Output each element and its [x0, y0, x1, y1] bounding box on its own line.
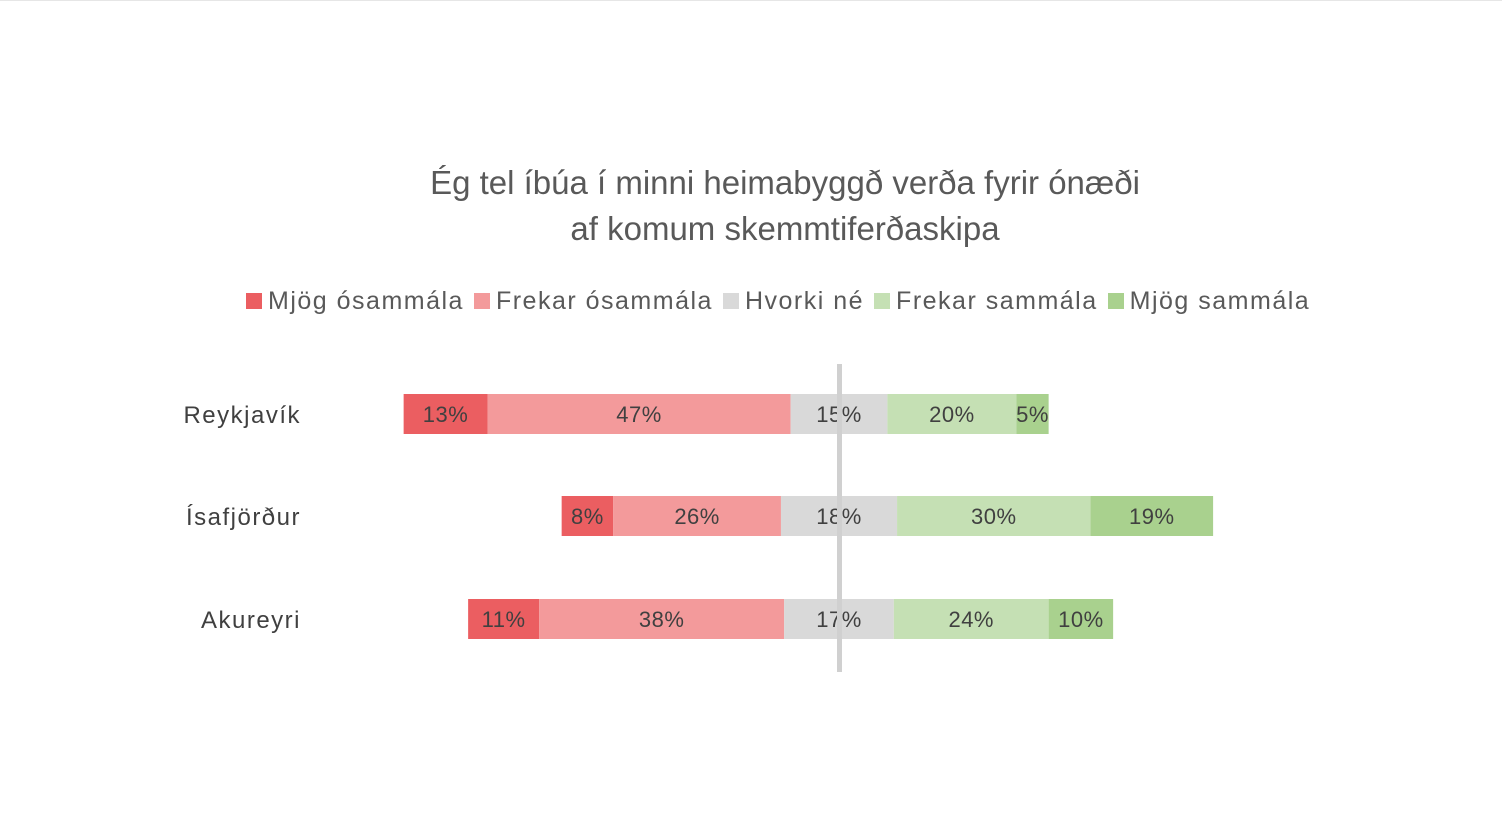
bar-akureyri-mjog-sammala — [1048, 599, 1114, 639]
bar-akureyri-frekar-osammala — [539, 599, 785, 639]
bar-reykjavik-frekar-sammala — [887, 394, 1017, 434]
legend-label: Hvorki né — [744, 286, 865, 315]
data-label-reykjavik-frekar-sammala: 20% — [929, 402, 975, 427]
legend-item-frekar-osammala: Frekar ósammála — [473, 286, 713, 316]
category-label-isafjordur: Ísafjörður — [186, 504, 301, 531]
legend-swatch — [473, 293, 490, 309]
category-label-akureyri: Akureyri — [201, 607, 301, 634]
data-label-isafjordur-mjog-sammala: 19% — [1129, 504, 1175, 529]
data-label-akureyri-mjog-osammala: 11% — [482, 607, 526, 632]
legend-label: Mjög sammála — [1129, 286, 1311, 315]
chart-legend: Mjög ósammála Frekar ósammála Hvorki né … — [246, 284, 1320, 318]
data-label-reykjavik-mjog-sammala: 5% — [1016, 402, 1049, 427]
legend-item-mjog-sammala: Mjög sammála — [1107, 286, 1311, 316]
legend-label: Frekar ósammála — [495, 286, 713, 315]
bar-reykjavik-frekar-osammala — [487, 394, 791, 434]
data-label-isafjordur-mjog-osammala: 8% — [571, 504, 604, 529]
top-divider — [0, 0, 1502, 1]
data-label-isafjordur-frekar-sammala: 30% — [971, 504, 1017, 529]
bar-reykjavik-mjog-osammala — [403, 394, 488, 434]
data-label-isafjordur-frekar-osammala: 26% — [674, 504, 720, 529]
legend-swatch — [1107, 293, 1124, 309]
data-label-reykjavik-frekar-osammala: 47% — [616, 402, 662, 427]
legend-item-hvorki-ne: Hvorki né — [722, 286, 865, 316]
chart-title-line-2: af komum skemmtiferðaskipa — [570, 210, 1000, 247]
legend-item-frekar-sammala: Frekar sammála — [874, 287, 1098, 316]
legend-swatch — [246, 293, 262, 309]
chart-title: Ég tel íbúa í minni heimabyggð verða fyr… — [250, 160, 1320, 252]
bar-isafjordur-mjog-sammala — [1090, 496, 1214, 536]
data-label-akureyri-frekar-osammala: 38% — [639, 607, 685, 632]
legend-swatch — [874, 293, 891, 309]
bar-isafjordur-frekar-sammala — [897, 496, 1091, 536]
bar-akureyri-mjog-osammala — [468, 599, 540, 639]
category-label-reykjavik: Reykjavík — [183, 402, 301, 429]
legend-label: Mjög ósammála — [268, 286, 464, 315]
bar-akureyri-frekar-sammala — [893, 599, 1049, 639]
data-label-akureyri-frekar-sammala: 24% — [948, 607, 994, 632]
legend-item-mjog-osammala: Mjög ósammála — [246, 287, 464, 316]
chart-title-line-1: Ég tel íbúa í minni heimabyggð verða fyr… — [430, 164, 1140, 201]
data-label-akureyri-mjog-sammala: 10% — [1058, 607, 1104, 632]
data-label-reykjavik-mjog-osammala: 13% — [423, 402, 469, 427]
bar-isafjordur-frekar-osammala — [613, 496, 781, 536]
bar-reykjavik-mjog-sammala — [1016, 394, 1049, 434]
legend-label: Frekar sammála — [896, 286, 1098, 315]
legend-swatch — [722, 293, 739, 309]
bar-isafjordur-mjog-osammala — [561, 496, 614, 536]
center-axis-line — [837, 364, 842, 672]
